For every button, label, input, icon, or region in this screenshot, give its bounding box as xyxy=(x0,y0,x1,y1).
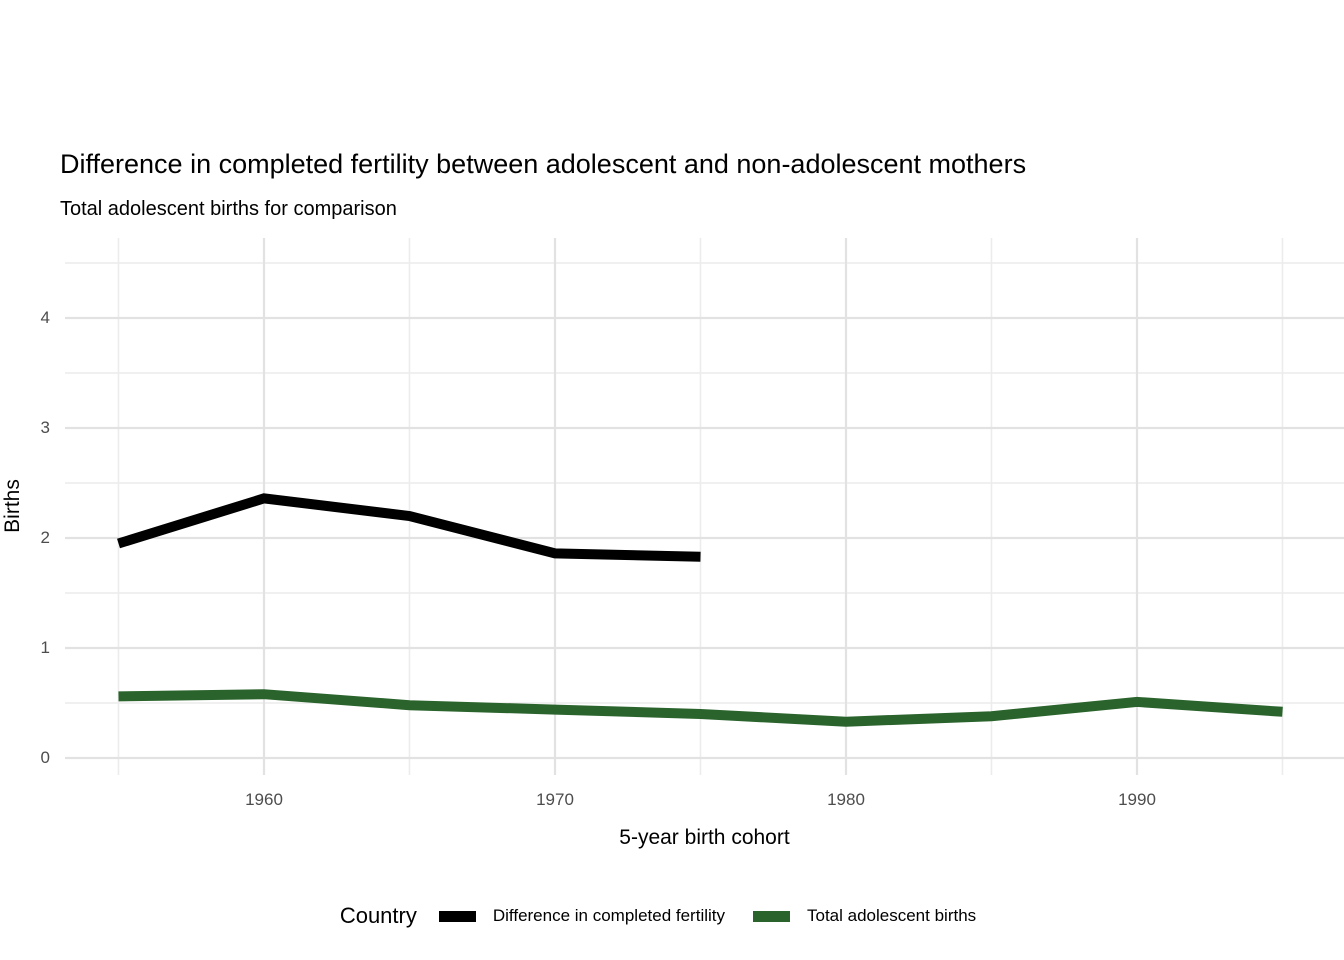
legend-label: Total adolescent births xyxy=(807,906,977,925)
legend-title: Country xyxy=(339,903,417,928)
series-line xyxy=(117,493,701,562)
y-tick-label: 3 xyxy=(40,418,50,437)
legend-item: Total adolescent births xyxy=(753,906,976,926)
legend-item: Difference in completed fertility xyxy=(438,906,725,926)
y-tick-label: 1 xyxy=(40,638,50,657)
x-tick-label: 1980 xyxy=(827,790,865,809)
x-tick-label: 1960 xyxy=(245,790,283,809)
series-line xyxy=(118,689,1283,727)
y-axis-title: Births xyxy=(1,479,24,533)
y-tick-label: 2 xyxy=(40,528,50,547)
x-axis-title: 5-year birth cohort xyxy=(619,826,790,849)
x-tick-label: 1970 xyxy=(536,790,574,809)
chart-subtitle: Total adolescent births for comparison xyxy=(60,198,397,220)
legend-line-swatch-icon xyxy=(438,910,476,922)
legend-items: Difference in completed fertility Total a… xyxy=(438,906,1004,926)
y-tick-label: 0 xyxy=(40,748,50,767)
x-tick-label: 1990 xyxy=(1118,790,1156,809)
legend-label: Difference in completed fertility xyxy=(492,906,725,925)
chart-title: Difference in completed fertility betwee… xyxy=(60,149,1027,179)
legend: Country Difference in completed fertilit… xyxy=(0,903,1344,929)
y-tick-label: 4 xyxy=(40,308,50,327)
legend-line-swatch-icon xyxy=(753,910,790,922)
